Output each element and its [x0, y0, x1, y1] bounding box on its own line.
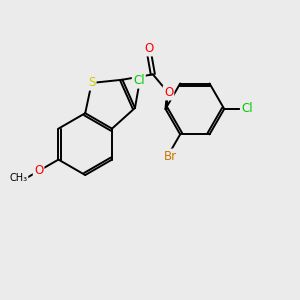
- Text: Br: Br: [164, 150, 177, 163]
- Text: O: O: [34, 164, 43, 177]
- Text: CH₃: CH₃: [9, 173, 27, 183]
- Text: Cl: Cl: [133, 74, 145, 87]
- Text: S: S: [88, 76, 95, 89]
- Text: Cl: Cl: [241, 102, 253, 116]
- Text: O: O: [145, 42, 154, 55]
- Text: O: O: [164, 86, 173, 99]
